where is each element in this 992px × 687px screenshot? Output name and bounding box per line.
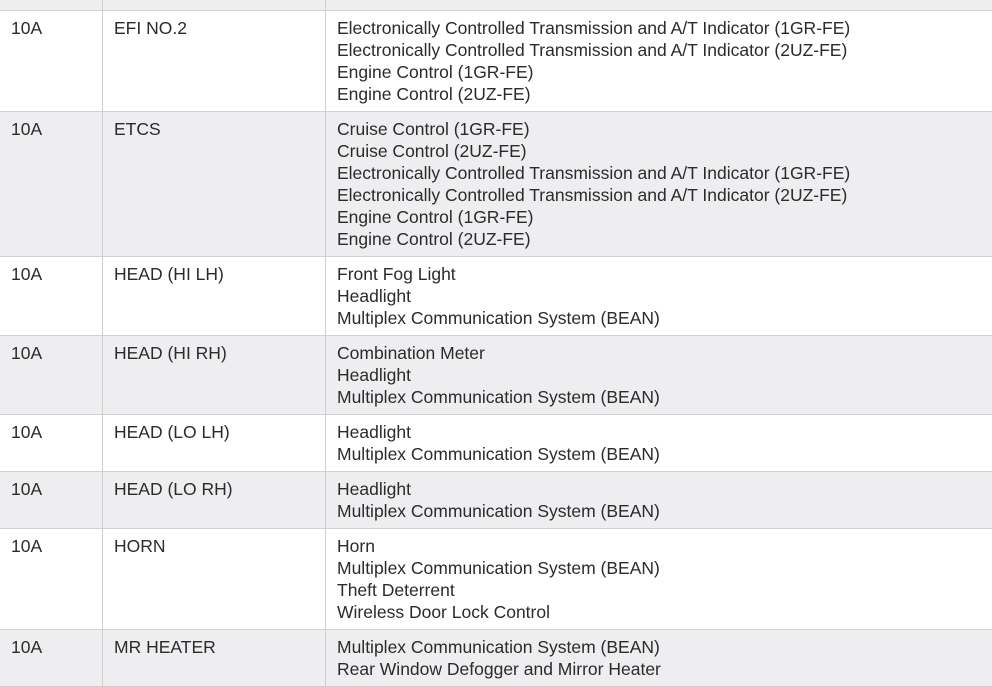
amperage-cell: 10A <box>0 112 103 257</box>
circuit-item: Multiplex Communication System (BEAN) <box>337 443 987 465</box>
amperage-cell: 10A <box>0 630 103 687</box>
circuit-item: Headlight <box>337 364 987 386</box>
circuit-item: Engine Control (2UZ-FE) <box>337 83 987 105</box>
circuit-item: Headlight <box>337 421 987 443</box>
circuit-item: Multiplex Communication System (BEAN) <box>337 500 987 522</box>
circuit-item: Multiplex Communication System (BEAN) <box>337 636 987 658</box>
amperage-cell: 10A <box>0 529 103 630</box>
fuse-name-cell: HEAD (LO LH) <box>103 415 326 472</box>
fuse-name-cell: HEAD (HI LH) <box>103 257 326 336</box>
circuit-item: Electronically Controlled Transmission a… <box>337 184 987 206</box>
fuse-name-cell: HORN <box>103 529 326 630</box>
amperage-cell: 10A <box>0 11 103 112</box>
circuit-item: Theft Deterrent <box>337 579 987 601</box>
circuit-item: Engine Control (2UZ-FE) <box>337 228 987 250</box>
circuits-cell: Multiplex Communication System (BEAN)Rea… <box>326 630 992 687</box>
circuit-item: Headlight <box>337 285 987 307</box>
circuit-item: Multiplex Communication System (BEAN) <box>337 557 987 579</box>
amperage-cell: 10A <box>0 415 103 472</box>
circuit-item: Engine Control (1GR-FE) <box>337 61 987 83</box>
amperage-cell: 10A <box>0 257 103 336</box>
amperage-cell: 10A <box>0 336 103 415</box>
fuse-name-cell: EFI NO.2 <box>103 11 326 112</box>
circuit-item: Engine Control (1GR-FE) <box>337 206 987 228</box>
fuse-name-cell: MR HEATER <box>103 630 326 687</box>
circuit-item: Combination Meter <box>337 342 987 364</box>
circuit-item: Rear Window Defogger and Mirror Heater <box>337 658 987 680</box>
amperage-cell: 10A <box>0 472 103 529</box>
circuits-cell: Electronically Controlled Transmission a… <box>326 11 992 112</box>
circuit-item: Headlight <box>337 478 987 500</box>
circuit-item: Multiplex Communication System (BEAN) <box>337 307 987 329</box>
circuits-cell: Cruise Control (1GR-FE)Cruise Control (2… <box>326 112 992 257</box>
circuit-item: Electronically Controlled Transmission a… <box>337 39 987 61</box>
circuit-item: Horn <box>337 535 987 557</box>
table-row-partial <box>0 0 992 11</box>
fuse-name-cell: HEAD (LO RH) <box>103 472 326 529</box>
circuit-item: Cruise Control (2UZ-FE) <box>337 140 987 162</box>
fuse-name-cell: ETCS <box>103 112 326 257</box>
circuit-item: Multiplex Communication System (BEAN) <box>337 386 987 408</box>
circuit-item: Wireless Door Lock Control <box>337 601 987 623</box>
fuse-name-cell: HEAD (HI RH) <box>103 336 326 415</box>
circuit-item: Electronically Controlled Transmission a… <box>337 17 987 39</box>
circuit-item: Front Fog Light <box>337 263 987 285</box>
circuit-item: Electronically Controlled Transmission a… <box>337 162 987 184</box>
circuit-item: Cruise Control (1GR-FE) <box>337 118 987 140</box>
